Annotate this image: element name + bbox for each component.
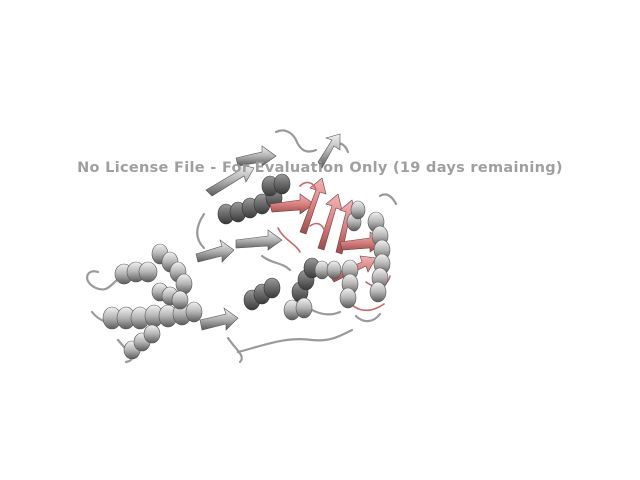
beta-strand bbox=[195, 239, 235, 263]
beta-strand bbox=[235, 229, 283, 251]
helix bbox=[291, 257, 321, 303]
helix bbox=[151, 243, 193, 295]
helix bbox=[314, 260, 342, 280]
beta-strand-highlight bbox=[269, 193, 315, 215]
beta-strand bbox=[199, 307, 239, 331]
helix bbox=[123, 324, 161, 360]
helix bbox=[367, 211, 391, 303]
helix bbox=[346, 200, 366, 232]
beta-strand-highlight bbox=[299, 177, 327, 235]
helix-cluster-right bbox=[314, 133, 391, 309]
helix bbox=[102, 301, 203, 330]
helix bbox=[151, 282, 189, 310]
helix-cluster-left bbox=[102, 239, 239, 360]
helix bbox=[339, 259, 359, 309]
beta-strand bbox=[235, 145, 277, 167]
helix bbox=[261, 173, 291, 197]
helix bbox=[114, 261, 158, 285]
beta-strand bbox=[317, 133, 341, 169]
helix bbox=[243, 277, 281, 311]
helix bbox=[283, 297, 313, 321]
helix-cluster-center bbox=[205, 145, 321, 321]
license-watermark: No License File - For Evaluation Only (1… bbox=[77, 160, 563, 176]
beta-strand bbox=[205, 163, 255, 197]
